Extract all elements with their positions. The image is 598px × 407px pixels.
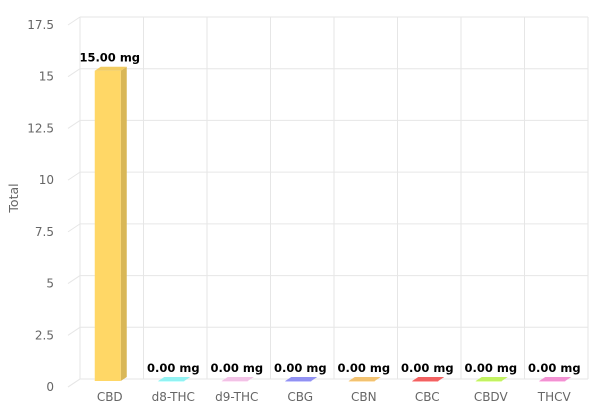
bar-front — [221, 381, 248, 382]
x-category-label: CBG — [287, 390, 313, 404]
bar — [475, 377, 508, 382]
data-label: 0.00 mg — [147, 361, 200, 375]
data-label: 0.00 mg — [528, 361, 581, 375]
bar — [539, 377, 572, 382]
bar-top — [221, 377, 254, 381]
x-axis-categories: CBD d8-THC d9-THC CBG CBN CBC CBDV THCV — [97, 390, 572, 404]
data-labels: 15.00 mg 0.00 mg 0.00 mg 0.00 mg 0.00 mg 0.00… — [79, 51, 580, 375]
x-category-label: CBC — [415, 390, 440, 404]
bar-top — [285, 377, 318, 381]
gridline-side — [67, 16, 81, 26]
data-label: 0.00 mg — [464, 361, 517, 375]
x-category-label: CBDV — [474, 390, 509, 404]
y-tick-label: 12.5 — [27, 121, 54, 135]
y-tick-label: 10 — [39, 173, 54, 187]
bar-front — [475, 381, 502, 382]
data-label: 15.00 mg — [79, 51, 140, 65]
y-axis-label: Total — [6, 183, 21, 213]
y-axis-ticks: 0 2.5 5 7.5 10 12.5 15 17.5 — [27, 18, 54, 394]
bar — [348, 377, 381, 382]
bar-top — [348, 377, 381, 381]
y-tick-label: 7.5 — [35, 225, 54, 239]
data-label: 0.00 mg — [337, 361, 390, 375]
bar — [221, 377, 254, 382]
bar-front — [94, 70, 121, 381]
gridline-side — [67, 68, 81, 78]
y-tick-label: 15 — [39, 70, 54, 84]
chart-grid — [67, 16, 589, 388]
data-label: 0.00 mg — [210, 361, 263, 375]
bar — [94, 66, 127, 381]
bar-front — [348, 381, 375, 382]
gridline-side — [67, 275, 81, 284]
bar — [158, 377, 191, 382]
data-label: 0.00 mg — [401, 361, 454, 375]
bar-top — [475, 377, 508, 381]
bar-top — [539, 377, 572, 381]
data-label: 0.00 mg — [274, 361, 327, 375]
x-category-label: d8-THC — [152, 390, 195, 404]
bar-top — [94, 66, 127, 71]
y-tick-label: 17.5 — [27, 18, 54, 32]
bar-front — [539, 381, 566, 382]
gridline-side — [67, 223, 81, 233]
x-category-label: CBD — [97, 390, 123, 404]
bar — [412, 377, 445, 382]
bar-front — [285, 381, 312, 382]
floor-edge — [67, 378, 81, 388]
gridline-side — [67, 326, 81, 336]
gridline-side — [67, 171, 81, 181]
x-category-label: d9-THC — [215, 390, 258, 404]
x-category-label: THCV — [537, 390, 572, 404]
bar-side — [120, 66, 127, 381]
bar-front — [412, 381, 439, 382]
chart-bars — [94, 66, 572, 382]
y-tick-label: 2.5 — [35, 328, 54, 342]
bar-top — [412, 377, 445, 381]
bar — [285, 377, 318, 382]
y-tick-label: 5 — [46, 277, 54, 291]
bar-top — [158, 377, 191, 381]
gridline-side — [67, 120, 81, 129]
x-category-label: CBN — [351, 390, 377, 404]
y-tick-label: 0 — [46, 380, 54, 394]
bar-front — [158, 381, 185, 382]
